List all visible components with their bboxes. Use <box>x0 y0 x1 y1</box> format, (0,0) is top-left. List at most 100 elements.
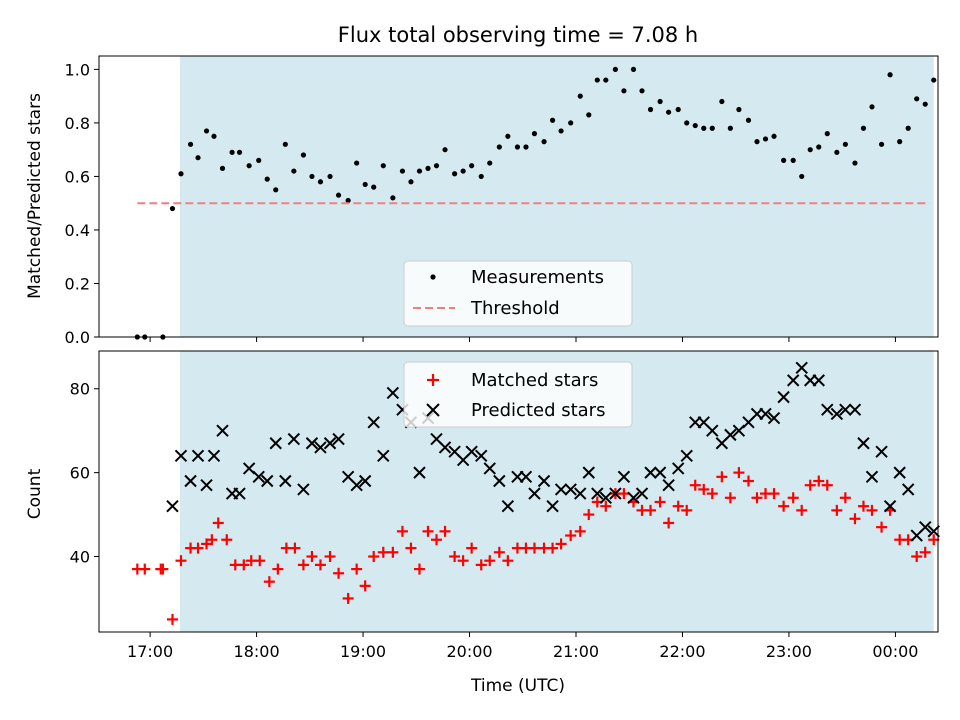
matched-stars-point <box>206 534 218 546</box>
measurement-point <box>487 160 493 166</box>
matched-stars-point <box>493 546 505 558</box>
measurement-point <box>594 77 600 83</box>
bottom-ylabel: Count <box>25 468 45 519</box>
measurement-point <box>309 173 315 180</box>
predicted-stars-point <box>519 470 533 484</box>
predicted-stars-point <box>875 445 888 458</box>
measurement-point <box>246 163 252 169</box>
matched-stars-point <box>866 504 878 516</box>
measurement-point <box>219 165 226 171</box>
predicted-stars-point <box>297 483 310 496</box>
measurement-point <box>264 176 270 182</box>
predicted-stars-point <box>893 466 906 479</box>
predicted-stars-point <box>609 487 622 500</box>
matched-stars-point <box>654 496 666 508</box>
matched-stars-point <box>457 555 469 567</box>
predicted-stars-point <box>191 449 205 463</box>
bottom-axes: 40 60 80 17:00 18:00 19:00 20:00 21:00 22:00 23:0… <box>70 380 919 661</box>
measurement-point <box>701 125 707 131</box>
measurement-point <box>745 117 752 123</box>
matched-stars-point <box>166 613 178 625</box>
matched-stars-point <box>324 551 336 563</box>
y-tick-label: 1.0 <box>65 60 90 79</box>
predicted-stars-point <box>786 374 800 387</box>
measurement-point <box>824 131 830 137</box>
x-axis-label: Time (UTC) <box>470 676 565 696</box>
matched-stars-point <box>139 563 151 575</box>
matched-stars-point <box>221 534 233 546</box>
matched-stars-point <box>574 525 586 537</box>
legend-label-threshold: Threshold <box>470 298 560 319</box>
matched-stars-point <box>911 551 923 563</box>
matched-stars-point <box>466 542 478 554</box>
predicted-stars-point <box>350 479 363 492</box>
predicted-stars-point <box>537 474 551 488</box>
bottom-legend-box <box>403 361 633 428</box>
measurement-point <box>568 120 574 126</box>
matched-stars-point <box>742 475 754 487</box>
measurement-point <box>675 106 681 113</box>
matched-stars-point <box>813 475 825 487</box>
matched-stars-point <box>751 492 763 504</box>
measurement-point <box>799 173 805 180</box>
matched-stars-point <box>857 500 869 512</box>
measurement-point <box>897 139 903 145</box>
measurement-point <box>541 139 547 145</box>
legend-marker-measurements <box>430 274 436 280</box>
measurement-point <box>531 131 538 137</box>
predicted-stars-point <box>857 437 870 450</box>
measurement-point <box>211 133 217 139</box>
predicted-stars-point <box>386 386 400 400</box>
predicted-stars-point <box>759 407 772 421</box>
measurement-point <box>478 173 484 180</box>
y-tick-label: 0.2 <box>65 274 90 293</box>
measurement-point <box>496 144 502 150</box>
matched-stars-point <box>377 546 389 558</box>
measurement-point <box>684 120 690 126</box>
measurement-point <box>647 106 654 113</box>
predicted-stars-point <box>865 470 879 484</box>
measurement-point <box>256 157 262 163</box>
measurement-point <box>754 139 760 145</box>
predicted-stars-point <box>680 449 693 463</box>
legend-label-predicted: Predicted stars <box>471 400 605 421</box>
measurement-point <box>558 128 564 134</box>
predicted-stars-point <box>617 470 631 484</box>
measurement-point <box>736 106 742 113</box>
matched-stars-point <box>724 492 736 504</box>
predicted-stars-point <box>323 437 337 450</box>
predicted-stars-point <box>483 462 496 475</box>
matched-stars-point <box>272 563 284 575</box>
predicted-stars-point <box>767 411 781 425</box>
measurement-point <box>195 155 201 161</box>
predicted-stars-point <box>706 424 719 437</box>
top-legend-box <box>403 260 633 327</box>
y-tick-label: 60 <box>70 464 90 483</box>
matched-stars-point <box>484 555 496 567</box>
matched-stars-point <box>778 500 790 512</box>
predicted-stars-point <box>662 479 675 492</box>
x-tick-label: 21:00 <box>553 642 599 661</box>
matched-stars-point <box>876 521 888 533</box>
x-tick-label: 22:00 <box>659 642 705 661</box>
matched-stars-point <box>849 513 861 525</box>
measurement-point <box>842 141 848 147</box>
legend-marker-predicted <box>426 403 440 417</box>
measurement-point <box>229 149 235 155</box>
measurement-point <box>931 77 937 83</box>
x-tick-label: 20:00 <box>446 642 492 661</box>
predicted-stars-point <box>200 479 213 492</box>
measurement-point <box>612 66 618 72</box>
x-tick-label: 18:00 <box>234 642 280 661</box>
measurement-point <box>719 98 725 105</box>
predicted-stars-point <box>839 403 852 416</box>
matched-stars-point <box>263 576 275 588</box>
predicted-stars-point <box>287 432 301 446</box>
bottom-legend: Matched stars Predicted stars <box>403 361 633 428</box>
matched-stars-point <box>716 471 728 483</box>
x-tick-label: 17:00 <box>127 642 173 661</box>
y-tick-label: 0.0 <box>65 328 90 347</box>
predicted-stars-point <box>821 403 834 416</box>
matched-stars-point <box>645 504 657 516</box>
